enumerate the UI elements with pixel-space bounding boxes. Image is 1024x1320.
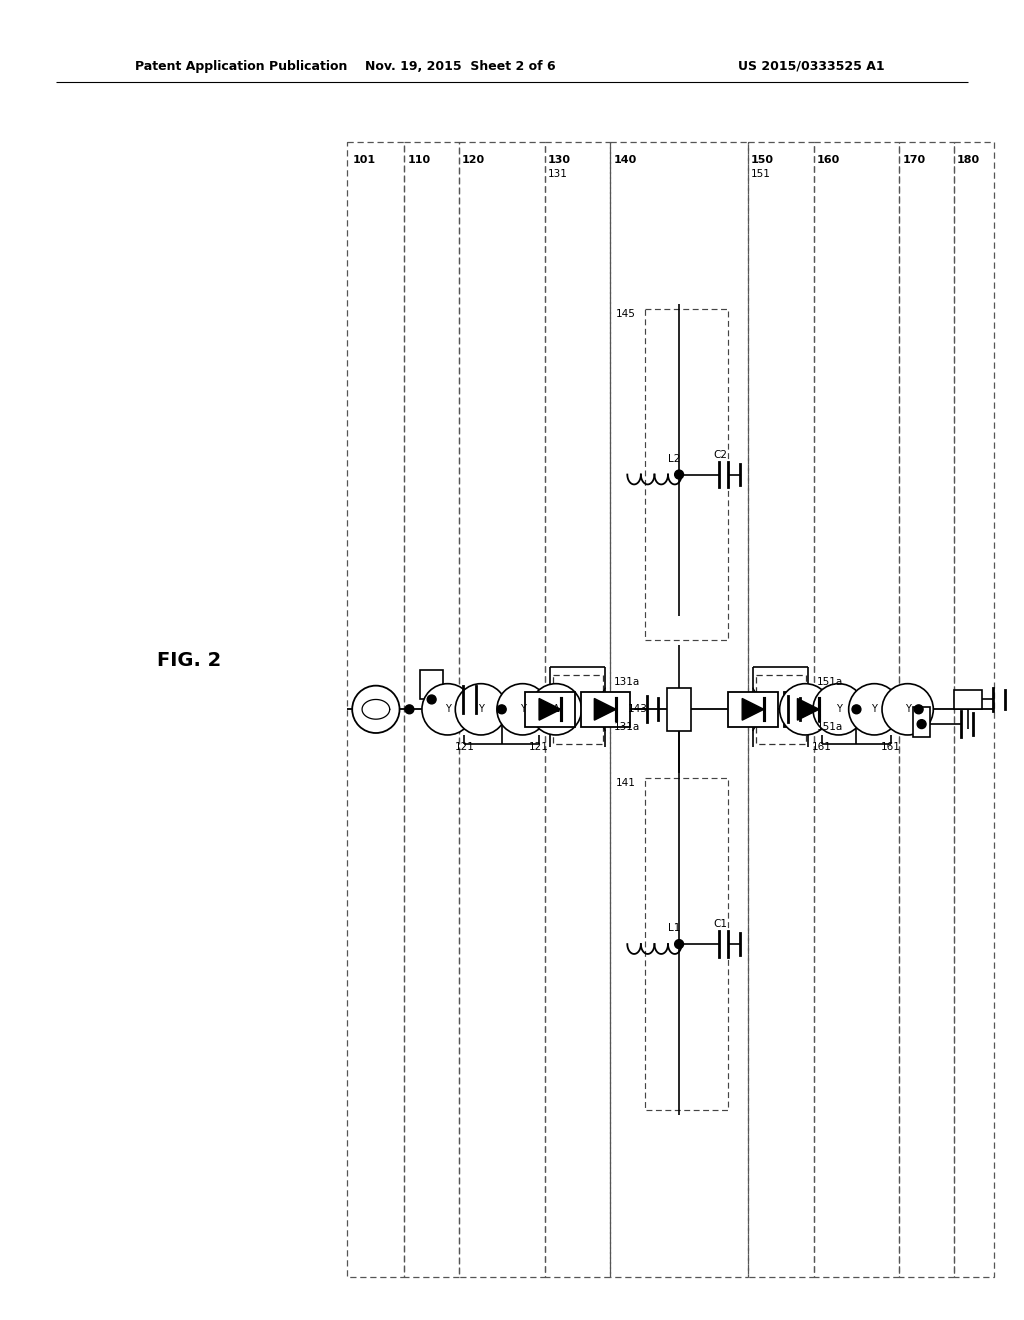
Text: Δ: Δ (802, 705, 809, 714)
Circle shape (497, 684, 548, 735)
Text: L2: L2 (668, 454, 680, 463)
Text: L1: L1 (668, 923, 680, 933)
Bar (581, 692, 630, 727)
Text: Patent Application Publication: Patent Application Publication (135, 59, 347, 73)
Circle shape (882, 684, 933, 735)
Circle shape (849, 684, 900, 735)
Text: Y: Y (444, 705, 451, 714)
Bar (459, 143, 545, 1276)
Text: C2: C2 (714, 450, 727, 459)
Circle shape (852, 705, 861, 714)
Bar (404, 143, 459, 1276)
Circle shape (918, 719, 926, 729)
Text: Δ: Δ (553, 705, 559, 714)
Text: Y: Y (871, 705, 878, 714)
Text: Y: Y (478, 705, 484, 714)
Text: 121: 121 (529, 742, 549, 752)
Text: Y: Y (836, 705, 842, 714)
Text: 120: 120 (462, 154, 485, 165)
Bar (347, 143, 404, 1276)
Circle shape (530, 684, 582, 735)
Bar (545, 143, 610, 1276)
Bar (420, 669, 443, 700)
Text: 143: 143 (628, 705, 648, 714)
Text: 130: 130 (548, 154, 570, 165)
Circle shape (675, 940, 684, 949)
Circle shape (352, 685, 399, 733)
Text: 180: 180 (956, 154, 980, 165)
Circle shape (404, 705, 414, 714)
Bar (645, 779, 728, 1110)
Circle shape (456, 684, 507, 735)
Text: 145: 145 (615, 309, 635, 318)
Bar (912, 708, 931, 737)
Text: US 2015/0333525 A1: US 2015/0333525 A1 (738, 59, 885, 73)
Bar (668, 688, 691, 731)
Polygon shape (798, 698, 819, 721)
Text: 141: 141 (615, 779, 635, 788)
Text: 161: 161 (881, 742, 901, 752)
Text: Nov. 19, 2015  Sheet 2 of 6: Nov. 19, 2015 Sheet 2 of 6 (366, 59, 556, 73)
Circle shape (779, 684, 830, 735)
Text: Y: Y (519, 705, 525, 714)
Circle shape (813, 684, 864, 735)
Text: 151: 151 (751, 169, 771, 178)
Circle shape (498, 705, 506, 714)
Text: C1: C1 (714, 919, 727, 929)
Polygon shape (539, 698, 561, 721)
Text: 131a: 131a (613, 722, 640, 733)
Text: 131: 131 (548, 169, 567, 178)
Bar (553, 675, 602, 744)
Bar (953, 143, 993, 1276)
Text: FIG. 2: FIG. 2 (158, 651, 221, 669)
Bar (783, 692, 833, 727)
Bar (813, 143, 899, 1276)
Bar (748, 143, 813, 1276)
Bar (728, 692, 777, 727)
Bar (756, 675, 806, 744)
Text: Y: Y (905, 705, 910, 714)
Polygon shape (742, 698, 764, 721)
Polygon shape (594, 698, 616, 721)
Circle shape (422, 684, 473, 735)
Text: 131a: 131a (613, 677, 640, 686)
Circle shape (675, 470, 684, 479)
Circle shape (914, 705, 923, 714)
Bar (899, 143, 953, 1276)
Text: 140: 140 (613, 154, 637, 165)
Text: 110: 110 (408, 154, 430, 165)
Bar (610, 143, 748, 1276)
Bar (645, 309, 728, 640)
Text: 160: 160 (816, 154, 840, 165)
Text: 101: 101 (352, 154, 376, 165)
Bar (954, 689, 982, 709)
Circle shape (427, 696, 436, 704)
Text: 161: 161 (812, 742, 831, 752)
Text: 151a: 151a (816, 677, 843, 686)
Bar (525, 692, 574, 727)
Text: 150: 150 (751, 154, 774, 165)
Text: 170: 170 (902, 154, 926, 165)
Text: 151a: 151a (816, 722, 843, 733)
Text: 121: 121 (455, 742, 474, 752)
